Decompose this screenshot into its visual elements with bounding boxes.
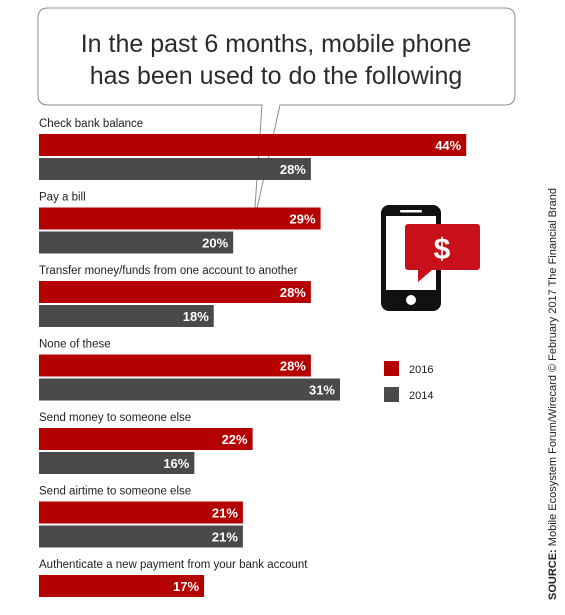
data-label-2016: 17% [173,579,199,594]
source-prefix: SOURCE: [547,549,559,600]
bar-group: Pay a bill 29% 20% [39,192,321,254]
data-label-2014: 18% [183,309,209,324]
bar-2014 [39,378,341,401]
bar-groups: Check bank balance 44% 28% Pay a bill 29% 20%… [39,118,467,597]
data-label-2016: 44% [435,138,461,153]
legend-label-2016: 2016 [409,364,433,376]
bar-2014 [39,158,311,180]
bar-2016 [39,428,253,450]
smartphone-dollar-icon: $ [381,205,480,311]
category-label: Transfer money/funds from one account to… [39,265,298,277]
data-label-2016: 28% [280,285,306,300]
category-label: Authenticate a new payment from your ban… [39,559,308,571]
bar-2016 [39,281,311,303]
category-label: None of these [39,339,111,351]
bar-group: None of these 28%31% [39,339,341,401]
bar-2016 [39,501,243,524]
legend-label-2014: 2014 [409,390,433,402]
data-label-2016: 21% [212,506,238,521]
data-label-2014: 31% [309,383,335,398]
category-label: Pay a bill [39,192,86,204]
bar-2014 [39,525,243,548]
bar-group: Authenticate a new payment from your ban… [39,559,308,597]
source-credit: SOURCE: Mobile Ecosystem Forum/Wirecard … [547,188,559,600]
chart-title-line-2: has been used to do the following [90,62,463,90]
category-label: Check bank balance [39,118,143,130]
bar-2014 [39,452,195,474]
bar-group: Send money to someone else 22% 16% [39,412,253,474]
data-label-2014: 21% [212,530,238,545]
bar-group: Send airtime to someone else 21% 21% [39,486,243,548]
source-text: Mobile Ecosystem Forum/Wirecard © Februa… [547,188,559,549]
legend: 2016 2014 [384,361,433,402]
bar-2014 [39,231,234,254]
title-bubble: In the past 6 months, mobile phone has b… [37,7,516,223]
bar-group: Transfer money/funds from one account to… [39,265,311,327]
bar-2014 [39,305,214,327]
legend-swatch-2016 [384,361,399,376]
data-label-2014: 28% [280,162,306,177]
data-label-2016: 28% [280,359,306,374]
data-label-2014: 20% [202,236,228,251]
chart-title-line-1: In the past 6 months, mobile phone [81,30,472,58]
data-label-2014: 16% [163,456,189,471]
bar-2016 [39,207,321,230]
bar-2016 [39,354,311,377]
bar-group: Check bank balance 44% 28% [39,118,467,180]
svg-text:$: $ [434,233,451,266]
data-label-2016: 29% [290,212,316,227]
category-label: Send airtime to someone else [39,486,191,498]
category-label: Send money to someone else [39,412,191,424]
bar-2016 [39,575,205,597]
bar-2016 [39,134,467,156]
legend-swatch-2014 [384,387,399,402]
data-label-2016: 22% [222,432,248,447]
